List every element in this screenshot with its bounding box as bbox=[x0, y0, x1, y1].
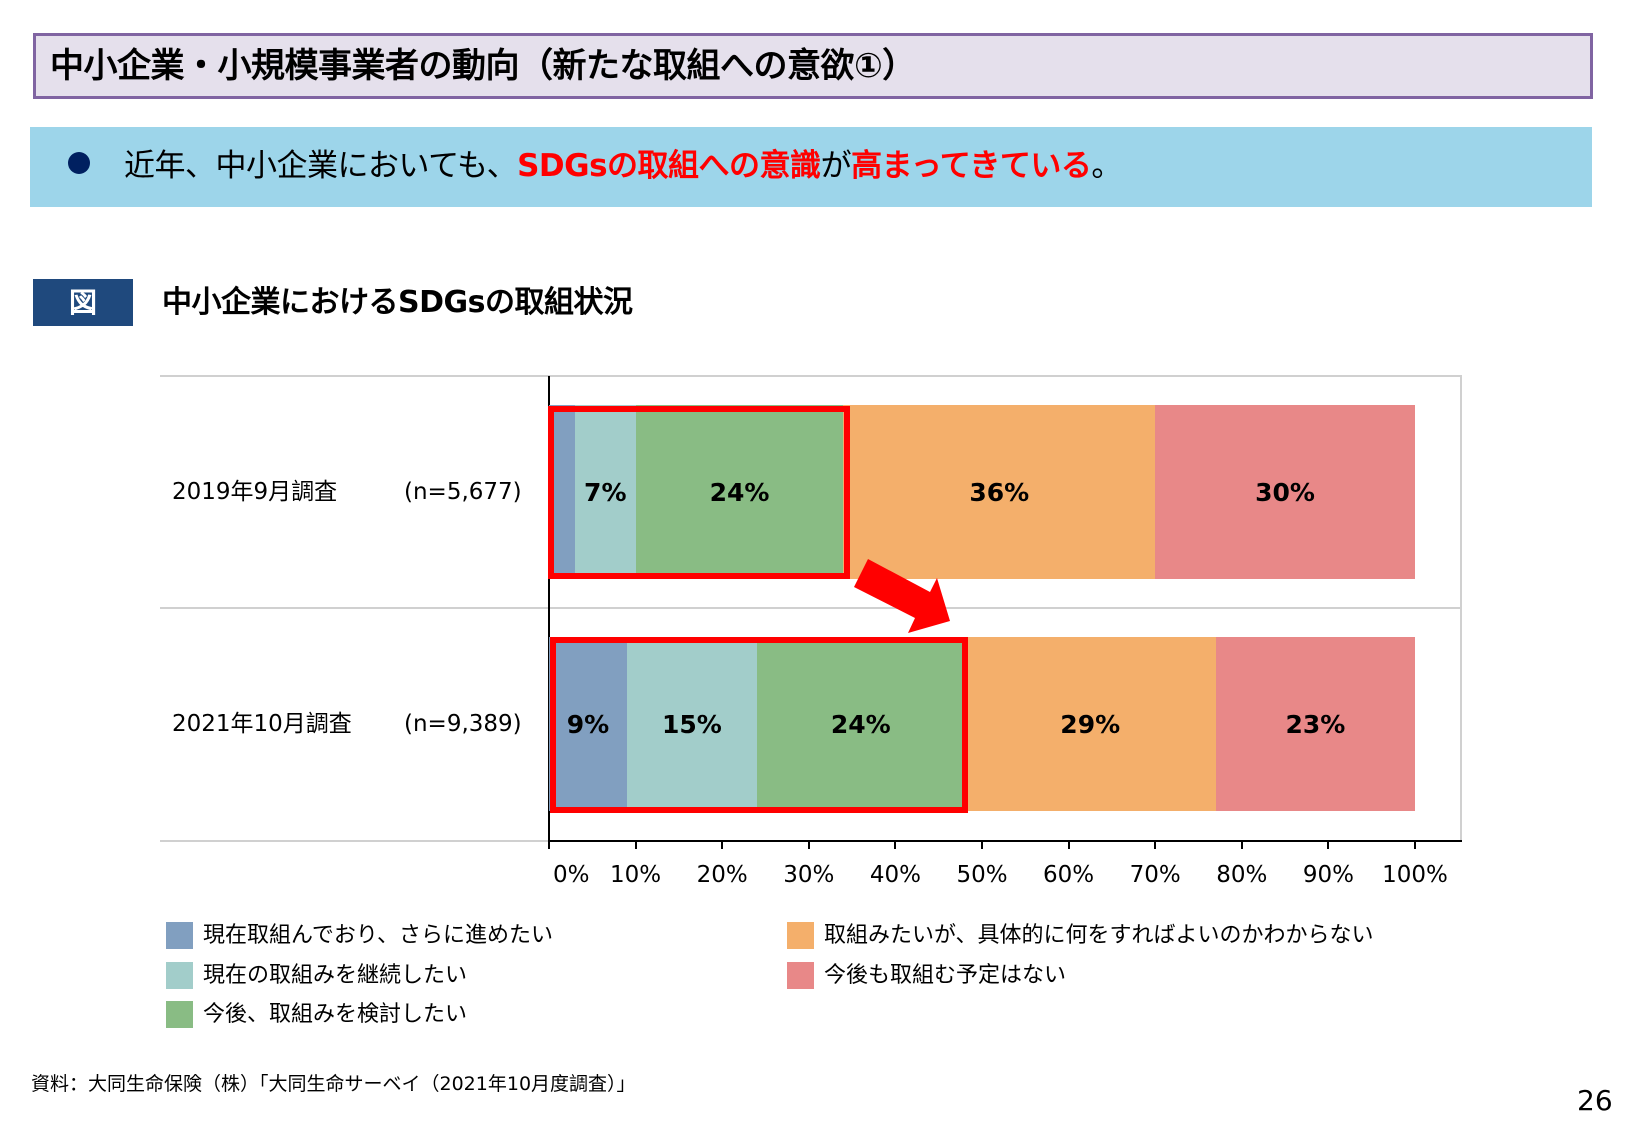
bar-segment: 29% bbox=[964, 637, 1216, 811]
slide-title: 中小企業・小規模事業者の動向（新たな取組への意欲①） bbox=[50, 46, 916, 86]
x-tick-label: 0% bbox=[553, 862, 590, 888]
data-label: 9% bbox=[566, 709, 610, 739]
bar-segment: 30% bbox=[1155, 405, 1415, 579]
stacked-bar: 7% 24% 36% 30% bbox=[549, 405, 1415, 579]
highlight-box-2021 bbox=[550, 637, 968, 813]
summary-highlight: SDGsの取組への意識 bbox=[517, 148, 821, 184]
legend-label: 現在取組んでおり、さらに進めたい bbox=[203, 923, 554, 948]
data-label: 30% bbox=[1255, 477, 1315, 507]
x-tick bbox=[1240, 842, 1243, 849]
sample-size-label: (n=5,677) bbox=[404, 479, 522, 505]
highlight-box-2019 bbox=[548, 406, 850, 579]
summary-text-part: が bbox=[820, 148, 852, 184]
bar-segment: 24% bbox=[756, 637, 965, 811]
x-tick-label: 80% bbox=[1216, 862, 1268, 888]
data-label: 7% bbox=[584, 477, 627, 507]
x-tick bbox=[721, 842, 724, 849]
legend-item: 今後、取組みを検討したい bbox=[166, 1001, 787, 1041]
red-arrow-icon bbox=[854, 559, 950, 633]
x-tick-label: 70% bbox=[1129, 862, 1181, 888]
x-tick bbox=[1414, 842, 1416, 849]
chart-bottom-gridline bbox=[160, 840, 549, 842]
legend-swatch bbox=[787, 961, 814, 989]
legend-swatch bbox=[166, 1001, 193, 1028]
source-note: 資料：大同生命保険（株）「大同生命サーベイ（2021年10月度調査）」 bbox=[31, 1073, 636, 1095]
legend-item: 現在取組んでおり、さらに進めたい bbox=[166, 922, 787, 962]
page-number: 26 bbox=[1577, 1084, 1613, 1117]
legend-item: 現在の取組みを継続したい bbox=[166, 961, 787, 1002]
bar-segment: 9% bbox=[549, 637, 627, 811]
chart-row-divider bbox=[160, 607, 1462, 609]
stacked-bar: 9% 15% 24% 29% 23% bbox=[549, 637, 1415, 811]
bar-segment: 15% bbox=[626, 637, 757, 811]
slide-title-box: 中小企業・小規模事業者の動向（新たな取組への意欲①） bbox=[33, 33, 1593, 99]
category-label: 2019年9月調査 bbox=[172, 479, 338, 505]
legend-swatch bbox=[166, 922, 193, 949]
x-tick bbox=[807, 842, 810, 849]
legend-label: 今後も取組む予定はない bbox=[824, 962, 1067, 988]
x-tick bbox=[1154, 842, 1157, 849]
summary-text-part: 近年、中小企業においても、 bbox=[124, 148, 518, 184]
x-tick-label: 10% bbox=[610, 862, 662, 888]
figure-title: 中小企業におけるSDGsの取組状況 bbox=[162, 285, 633, 320]
chart-legend: 現在取組んでおり、さらに進めたい 現在の取組みを継続したい 今後、取組みを検討したい… bbox=[166, 922, 1374, 1041]
category-label: 2021年10月調査 bbox=[172, 711, 352, 737]
summary-text: 近年、中小企業においても、SDGsの取組への意識が高まってきている。 bbox=[124, 127, 1122, 205]
bullet-icon bbox=[68, 152, 90, 174]
x-tick bbox=[1067, 842, 1070, 849]
x-tick-label: 40% bbox=[869, 862, 921, 888]
legend-swatch bbox=[787, 922, 814, 949]
x-tick-label: 50% bbox=[956, 862, 1008, 888]
x-tick-label: 30% bbox=[783, 862, 835, 888]
x-tick bbox=[894, 842, 897, 849]
x-tick-label: 60% bbox=[1043, 862, 1095, 888]
data-label: 29% bbox=[1060, 709, 1121, 739]
legend-label: 取組みたいが、具体的に何をすればよいのかわからない bbox=[824, 923, 1374, 948]
x-tick bbox=[634, 842, 637, 849]
x-axis-line bbox=[549, 840, 1462, 842]
data-label: 36% bbox=[969, 477, 1030, 507]
x-tick-label: 20% bbox=[696, 862, 748, 888]
bar-segment: 36% bbox=[843, 405, 1156, 579]
x-tick bbox=[981, 842, 983, 849]
x-tick-label: 90% bbox=[1302, 862, 1354, 888]
chart-top-gridline bbox=[160, 375, 1462, 377]
data-label: 24% bbox=[709, 477, 770, 507]
chart-right-border bbox=[1460, 376, 1462, 841]
data-label: 15% bbox=[661, 709, 722, 739]
bar-segment: 24% bbox=[635, 405, 844, 579]
legend-item: 取組みたいが、具体的に何をすればよいのかわからない bbox=[787, 922, 1374, 962]
summary-highlight: 高まってきている bbox=[851, 148, 1092, 184]
bar-segment: 23% bbox=[1215, 637, 1415, 811]
x-tick bbox=[548, 842, 550, 849]
legend-swatch bbox=[166, 961, 193, 989]
data-label: 23% bbox=[1285, 709, 1346, 739]
data-label: 24% bbox=[830, 709, 891, 739]
legend-label: 今後、取組みを検討したい bbox=[203, 1002, 468, 1027]
bar-segment: 7% bbox=[574, 405, 636, 579]
x-tick-label: 100% bbox=[1382, 862, 1448, 888]
sample-size-label: (n=9,389) bbox=[404, 711, 522, 737]
summary-banner: 近年、中小企業においても、SDGsの取組への意識が高まってきている。 bbox=[30, 127, 1592, 207]
x-tick bbox=[1327, 842, 1330, 849]
figure-badge: 図 bbox=[33, 279, 133, 326]
legend-item: 今後も取組む予定はない bbox=[787, 961, 1374, 1002]
y-axis-line bbox=[548, 376, 550, 842]
legend-label: 現在の取組みを継続したい bbox=[203, 962, 468, 988]
summary-text-part: 。 bbox=[1091, 148, 1122, 184]
